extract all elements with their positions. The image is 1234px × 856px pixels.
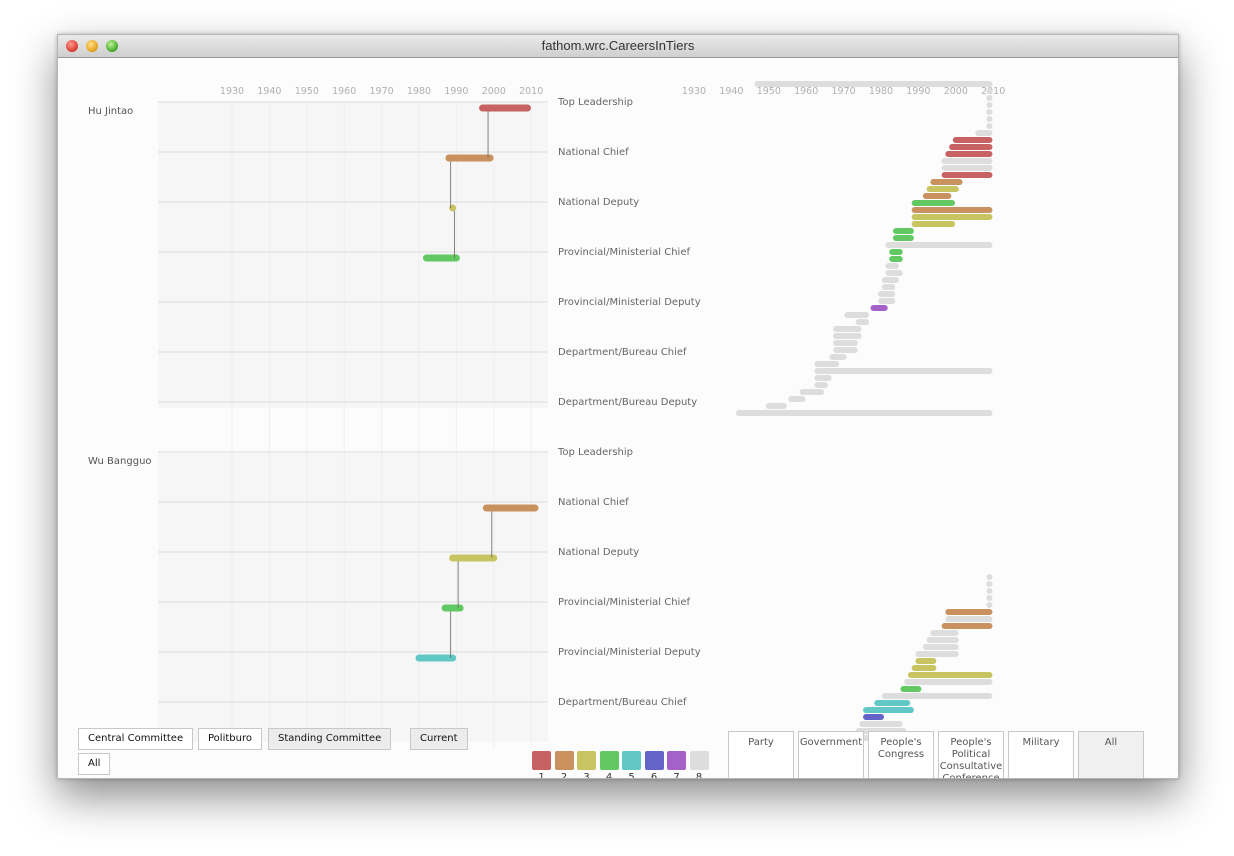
legend-swatch-4[interactable] — [599, 751, 619, 770]
year-tick-label: 1990 — [906, 86, 930, 97]
tier-label: Provincial/Ministerial Deputy — [558, 647, 701, 658]
standing-committee-button[interactable]: Standing Committee — [268, 728, 392, 750]
politburo-button[interactable]: Politburo — [198, 728, 262, 750]
year-tick-label: 1980 — [869, 86, 893, 97]
military-button[interactable]: Military — [1008, 731, 1074, 778]
central-committee-button[interactable]: Central Committee — [78, 728, 194, 750]
year-tick-label: 1970 — [370, 86, 394, 97]
legend-label: 4 — [605, 772, 613, 779]
legend-label: 5 — [628, 772, 635, 779]
year-tick-label: 1990 — [444, 86, 468, 97]
government-button[interactable]: Government — [798, 731, 864, 778]
title-bar: fathom.wrc.CareersInTiers — [58, 35, 1178, 58]
main-content: 1930 1930 1940 1940 1950 1950 1960 1960 1970 1970… — [58, 58, 1178, 778]
year-tick-label: 1970 — [832, 86, 856, 97]
zoom-window-button[interactable] — [106, 40, 118, 52]
legend-label: 8 — [695, 772, 703, 779]
close-window-button[interactable] — [66, 40, 78, 52]
legend-swatch-7[interactable] — [667, 751, 686, 770]
year-tick-label: 1950 — [757, 86, 781, 97]
legend-swatch-3[interactable] — [577, 751, 596, 770]
year-tick-label: 2000 — [482, 86, 506, 97]
tier-label: National Deputy — [558, 197, 639, 208]
tier-label: Department/Bureau Deputy — [558, 397, 697, 408]
year-tick-label: 1940 — [257, 86, 281, 97]
tier-label: National Deputy — [558, 547, 639, 558]
legend-swatch-2[interactable] — [554, 751, 574, 770]
party-button[interactable]: Party — [728, 731, 794, 778]
legend-label: 7 — [673, 772, 680, 779]
year-tick-label: 2000 — [944, 86, 968, 97]
tier-label: Top Leadership — [557, 97, 633, 108]
legend-swatch-5[interactable] — [622, 751, 641, 770]
legend-label: 3 — [583, 772, 590, 779]
legend-label: 2 — [560, 772, 568, 779]
left-panel-bg — [158, 102, 548, 408]
tier-label: Top Leadership — [557, 447, 633, 458]
legend-swatch-1[interactable] — [532, 751, 551, 770]
tier-label: Provincial/Ministerial Deputy — [558, 297, 701, 308]
year-tick-label: 1960 — [794, 86, 818, 97]
tier-label: Department/Bureau Chief — [558, 697, 687, 708]
career-segment[interactable] — [449, 204, 457, 212]
peoples-congress-button[interactable]: People's Congress — [868, 731, 934, 778]
app-window: fathom.wrc.CareersInTiers 1930 1930 1940 19… — [57, 34, 1179, 779]
minimize-window-button[interactable] — [86, 40, 98, 52]
tier-label: Department/Bureau Chief — [558, 347, 687, 358]
year-tick-label: 1950 — [295, 86, 319, 97]
year-tick-label: 1930 — [682, 86, 706, 97]
person-name: Wu Bangguo — [88, 456, 152, 467]
legend-label: 1 — [538, 772, 545, 779]
cppcc-button[interactable]: People's Political Consultative Conferen… — [938, 731, 1004, 778]
year-tick-label: 2010 — [981, 86, 1005, 97]
tier-label: Provincial/Ministerial Chief — [558, 597, 690, 608]
year-tick-label: 1940 — [719, 86, 743, 97]
all-institutions-button[interactable]: All — [1078, 731, 1144, 778]
current-button[interactable]: Current — [410, 728, 468, 750]
year-tick-label: 1930 — [220, 86, 244, 97]
year-tick-label: 1980 — [407, 86, 431, 97]
year-tick-label: 1960 — [332, 86, 356, 97]
legend-swatch-8[interactable] — [689, 751, 709, 770]
all-members-button[interactable]: All — [78, 753, 111, 775]
window-title: fathom.wrc.CareersInTiers — [541, 38, 695, 53]
legend-label: 6 — [650, 772, 658, 779]
tier-label: National Chief — [558, 147, 629, 158]
legend-swatch-6[interactable] — [644, 751, 664, 770]
tier-label: National Chief — [558, 497, 629, 508]
year-tick-label: 2010 — [519, 86, 543, 97]
careers-visualization: 1930 1930 1940 1940 1950 1950 1960 1960 1970 1970… — [88, 81, 1005, 748]
person-name: Hu Jintao — [88, 106, 133, 117]
tier-label: Provincial/Ministerial Chief — [558, 247, 690, 258]
left-panel-bg — [158, 452, 548, 742]
